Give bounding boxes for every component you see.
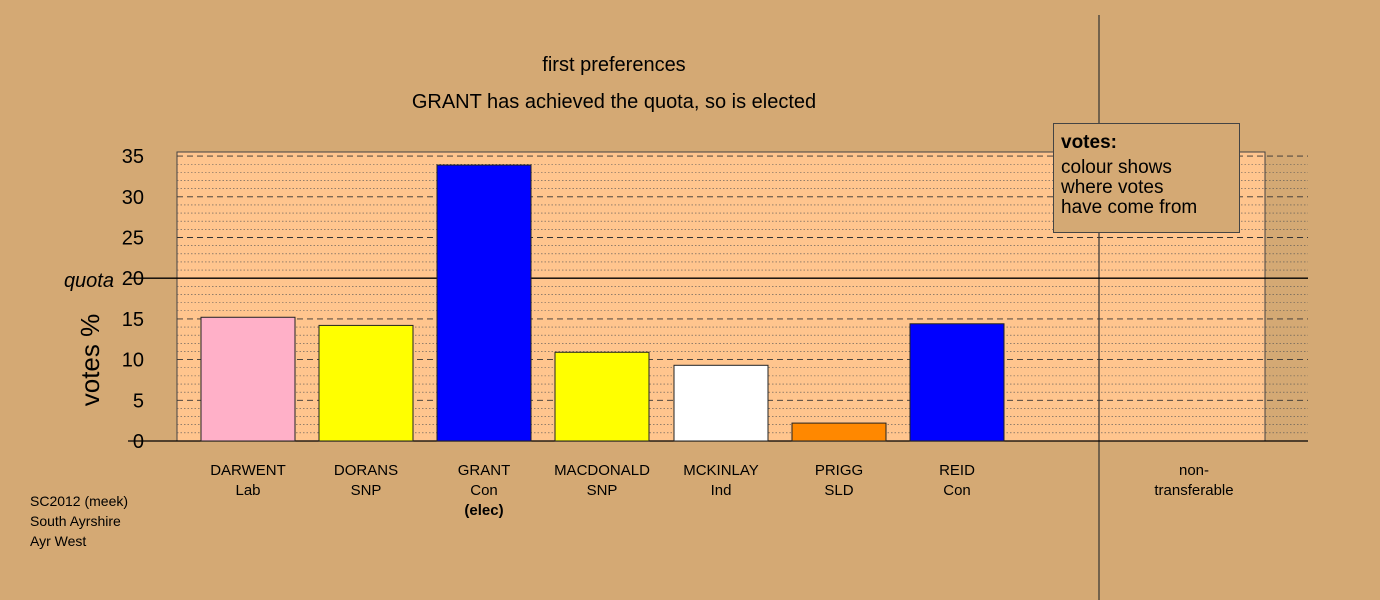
y-tick-label: 10 bbox=[122, 350, 144, 372]
category-party-label: SLD bbox=[824, 482, 853, 499]
category-name-label: GRANT bbox=[458, 462, 511, 479]
legend-title: votes: bbox=[1061, 132, 1117, 153]
elected-label: (elec) bbox=[464, 502, 503, 519]
y-tick-label: 35 bbox=[122, 146, 144, 168]
footer-line-2: South Ayrshire bbox=[30, 513, 121, 529]
nontransferable-label-1: non- bbox=[1179, 462, 1209, 479]
legend-line-2: where votes bbox=[1061, 177, 1164, 198]
category-name-label: DARWENT bbox=[210, 462, 286, 479]
category-party-label: SNP bbox=[587, 482, 618, 499]
quota-label: quota bbox=[64, 270, 114, 292]
bar-prigg bbox=[791, 422, 887, 442]
bar-grant bbox=[436, 164, 532, 442]
category-party-label: Lab bbox=[235, 482, 260, 499]
y-tick-label: 30 bbox=[122, 187, 144, 209]
category-party-label: Con bbox=[943, 482, 971, 499]
category-name-label: MCKINLAY bbox=[683, 462, 759, 479]
chart-subtitle: GRANT has achieved the quota, so is elec… bbox=[412, 91, 816, 113]
y-tick-label: 5 bbox=[133, 390, 144, 412]
chart-title: first preferences bbox=[542, 54, 685, 76]
y-tick-label: 0 bbox=[133, 431, 144, 453]
footer-line-3: Ayr West bbox=[30, 533, 87, 549]
category-name-label: DORANS bbox=[334, 462, 398, 479]
category-party-label: Ind bbox=[711, 482, 732, 499]
category-name-label: PRIGG bbox=[815, 462, 863, 479]
legend-line-1: colour shows bbox=[1061, 157, 1172, 178]
category-name-label: REID bbox=[939, 462, 975, 479]
footer: SC2012 (meek) South Ayrshire Ayr West bbox=[30, 491, 128, 551]
bar-macdonald bbox=[554, 351, 650, 442]
y-tick-label: 15 bbox=[122, 309, 144, 331]
footer-line-1: SC2012 (meek) bbox=[30, 493, 129, 509]
bar-darwent bbox=[200, 316, 296, 442]
category-party-label: SNP bbox=[351, 482, 382, 499]
legend-line-3: have come from bbox=[1061, 197, 1198, 218]
bar-dorans bbox=[318, 324, 414, 442]
y-tick-label: 25 bbox=[122, 228, 144, 250]
y-axis-label: votes % bbox=[75, 314, 105, 407]
category-name-label: MACDONALD bbox=[554, 462, 650, 479]
bar-mckinlay bbox=[673, 364, 769, 442]
category-party-label: Con bbox=[470, 482, 498, 499]
bar-reid bbox=[909, 323, 1005, 442]
nontransferable-label-2: transferable bbox=[1154, 482, 1233, 499]
legend: votes: colour shows where votes have com… bbox=[1053, 123, 1240, 233]
y-tick-label: 20 bbox=[122, 268, 144, 290]
